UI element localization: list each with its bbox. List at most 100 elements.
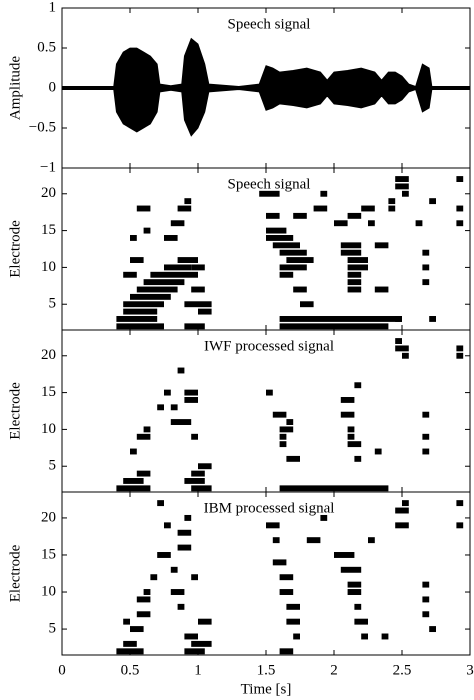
pulse-band	[272, 411, 287, 418]
pulse-band	[177, 603, 185, 610]
y-tick-label: 15	[41, 222, 56, 238]
pulse-band	[266, 235, 294, 241]
pulse-band	[259, 190, 280, 197]
pulse-band	[143, 227, 151, 234]
y-tick-label: 5	[49, 621, 57, 637]
pulse-band	[170, 404, 178, 411]
pulse-band	[422, 279, 430, 286]
pulse-band	[395, 522, 409, 529]
pulse-band	[347, 271, 362, 278]
pulse-band	[136, 286, 178, 293]
y-axis-label: Electrode	[7, 544, 23, 602]
pulse-band	[123, 478, 144, 484]
pulse-band	[279, 433, 287, 440]
y-axis-label: Electrode	[7, 220, 23, 278]
x-axis-label: Time [s]	[241, 681, 292, 697]
pulse-band	[184, 198, 192, 205]
pulse-band	[170, 220, 185, 227]
pulse-band	[381, 633, 389, 640]
pulse-band	[361, 205, 375, 212]
pulse-band	[191, 574, 198, 581]
pulse-band	[340, 411, 355, 418]
y-tick-label: 5	[49, 458, 57, 474]
pulse-band	[456, 352, 464, 359]
pulse-band	[123, 271, 137, 278]
x-tick-label: 0.5	[121, 662, 140, 678]
axes-frame	[61, 491, 471, 656]
x-tick-label: 2.5	[393, 662, 412, 678]
y-axis-label: Amplitude	[7, 56, 23, 121]
pulse-band	[347, 441, 362, 448]
pulse-band	[293, 633, 300, 640]
panel-title: IWF processed signal	[204, 338, 334, 354]
pulse-band	[184, 478, 205, 484]
pulse-band	[422, 433, 430, 440]
pulse-band	[279, 271, 294, 278]
pulse-band	[334, 552, 355, 558]
pulse-band	[130, 293, 171, 300]
pulse-band	[191, 433, 198, 440]
pulse-band	[456, 176, 464, 182]
pulse-band	[347, 581, 362, 588]
pulse-band	[361, 633, 368, 640]
pulse-band	[340, 566, 362, 573]
pulse-band	[272, 537, 280, 544]
pulse-band	[293, 286, 307, 293]
pulse-band	[279, 264, 307, 271]
y-tick-label: 20	[41, 347, 56, 363]
pulse-band	[347, 264, 368, 271]
y-tick-label: 10	[41, 583, 56, 599]
pulse-band	[143, 426, 151, 433]
pulse-band	[286, 603, 300, 610]
pulse-band	[184, 397, 198, 403]
pulse-band	[422, 611, 430, 618]
pulse-band	[123, 308, 158, 315]
pulse-band	[266, 522, 280, 529]
pulse-band	[340, 242, 362, 249]
pulse-band	[313, 205, 328, 212]
pulse-band	[354, 382, 362, 389]
pulse-band	[347, 257, 368, 263]
pulse-band	[191, 470, 205, 477]
y-tick-label: 0	[49, 79, 57, 95]
pulse-band	[184, 301, 212, 308]
pulse-band	[184, 633, 198, 640]
pulse-band	[354, 603, 362, 610]
y-tick-label: 15	[41, 546, 56, 562]
pulse-band	[422, 596, 430, 603]
pulse-band	[170, 566, 178, 573]
pulse-band	[395, 176, 409, 182]
pulse-band	[150, 271, 198, 278]
pulse-band	[177, 205, 192, 212]
pulse-band	[266, 227, 287, 234]
pulse-band	[354, 618, 368, 625]
pulse-band	[429, 626, 436, 633]
pulse-band	[395, 316, 402, 322]
pulse-band	[279, 574, 294, 581]
y-tick-label: 0.5	[37, 39, 56, 55]
panel-title: Speech signal	[228, 16, 311, 32]
pulse-band	[177, 544, 192, 551]
x-tick-label: 2	[330, 662, 338, 678]
pulse-band	[177, 529, 192, 536]
pulse-band	[456, 220, 464, 227]
pulse-band	[354, 455, 362, 462]
pulse-band	[415, 220, 423, 227]
pulse-band	[368, 220, 375, 227]
pulse-band	[130, 626, 144, 633]
x-tick-label: 0	[58, 662, 66, 678]
pulse-band	[456, 500, 464, 507]
pulse-band	[164, 264, 192, 271]
pulse-band	[123, 301, 164, 308]
pulse-band	[157, 552, 171, 558]
y-tick-label: −0.5	[29, 119, 56, 135]
pulse-band	[279, 249, 307, 256]
pulse-band	[286, 618, 300, 625]
pulse-band	[198, 463, 212, 470]
pulse-band	[422, 264, 430, 271]
pulse-band	[429, 198, 436, 205]
pulse-band	[170, 419, 192, 425]
pulse-band	[347, 433, 355, 440]
pulse-band	[123, 640, 137, 647]
